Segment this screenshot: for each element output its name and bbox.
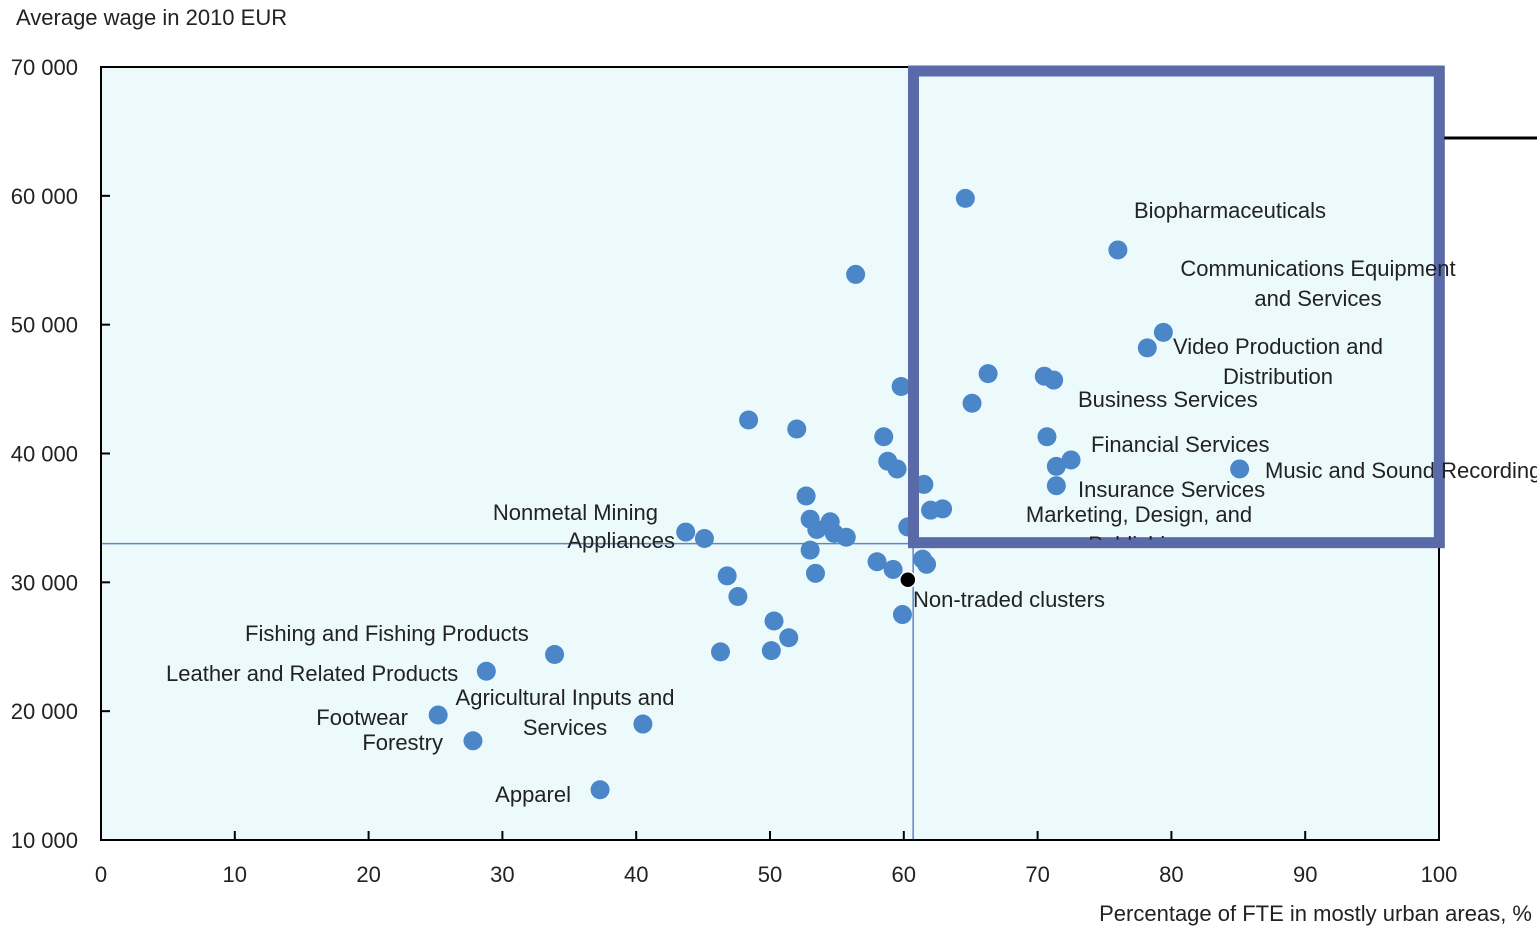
y-tick-label: 30 000 — [11, 570, 78, 595]
data-point — [978, 364, 998, 384]
data-point — [914, 474, 934, 494]
x-tick-label: 40 — [624, 862, 648, 887]
data-point — [633, 714, 653, 734]
data-point — [892, 605, 912, 625]
plot-background — [101, 67, 1439, 840]
highlight-box — [907, 65, 1445, 549]
point-label: Communications Equipment and Services — [1180, 256, 1455, 311]
x-tick-label: 100 — [1421, 862, 1458, 887]
point-label: Footwear — [316, 705, 408, 730]
point-label: Nonmetal Mining — [493, 500, 658, 525]
y-tick-label: 20 000 — [11, 699, 78, 724]
data-point — [717, 566, 737, 586]
point-label: Business Services — [1078, 387, 1258, 412]
x-tick-label: 80 — [1159, 862, 1183, 887]
data-point — [710, 642, 730, 662]
data-point — [1137, 338, 1157, 358]
x-tick-label: 50 — [758, 862, 782, 887]
y-tick-label: 60 000 — [11, 184, 78, 209]
data-point — [836, 527, 856, 547]
data-point — [874, 427, 894, 447]
data-points — [428, 188, 1250, 800]
data-point — [887, 459, 907, 479]
point-label: Music and Sound Recording — [1265, 458, 1537, 483]
highlight-box-group — [907, 65, 1537, 549]
point-label: Insurance Services — [1078, 477, 1265, 502]
y-axis-label: Average wage in 2010 EUR — [16, 5, 287, 30]
data-point — [1037, 427, 1057, 447]
data-point — [787, 419, 807, 439]
point-label: Appliances — [567, 528, 675, 553]
data-point — [800, 540, 820, 560]
x-tick-label: 30 — [490, 862, 514, 887]
data-point-non-traded — [899, 571, 917, 589]
point-label: Apparel — [495, 782, 571, 807]
x-tick-label: 70 — [1025, 862, 1049, 887]
point-label: Non-traded clusters — [913, 587, 1105, 612]
data-point — [764, 611, 784, 631]
data-point — [761, 641, 781, 661]
data-point — [728, 587, 748, 607]
data-point — [1046, 476, 1066, 496]
point-label: Biopharmaceuticals — [1134, 198, 1326, 223]
point-label: Financial Services — [1091, 432, 1270, 457]
data-point — [955, 188, 975, 208]
point-label: Agricultural Inputs and Services — [456, 685, 675, 740]
data-point — [676, 522, 696, 542]
data-point — [1061, 450, 1081, 470]
data-point — [883, 559, 903, 579]
point-label: Video Production and Distribution — [1173, 334, 1383, 389]
data-point — [1108, 240, 1128, 260]
x-tick-label: 60 — [892, 862, 916, 887]
data-point — [1046, 456, 1066, 476]
data-point — [917, 554, 937, 574]
x-axis-label: Percentage of FTE in mostly urban areas,… — [1099, 901, 1532, 926]
data-point — [807, 520, 827, 540]
y-tick-label: 10 000 — [11, 828, 78, 853]
data-point — [1153, 322, 1173, 342]
point-label: Marketing, Design, andPublishing — [1026, 502, 1252, 557]
y-tick-label: 50 000 — [11, 313, 78, 338]
data-point — [1044, 370, 1064, 390]
x-tick-label: 10 — [223, 862, 247, 887]
data-point — [428, 705, 448, 725]
data-point — [805, 563, 825, 583]
data-point — [779, 628, 799, 648]
data-point — [463, 731, 483, 751]
data-point — [933, 499, 953, 519]
x-tick-label: 0 — [95, 862, 107, 887]
data-point — [739, 410, 759, 430]
data-point — [476, 661, 496, 681]
point-label: Forestry — [362, 730, 443, 755]
y-tick-label: 70 000 — [11, 55, 78, 80]
point-label: Fishing and Fishing Products — [245, 621, 529, 646]
x-tick-label: 20 — [356, 862, 380, 887]
data-point — [891, 377, 911, 397]
x-tick-label: 90 — [1293, 862, 1317, 887]
point-labels: Biopharmaceuticals Communications Equipme… — [166, 198, 1537, 807]
data-point — [846, 264, 866, 284]
data-point — [867, 552, 887, 572]
data-point — [590, 780, 610, 800]
data-point — [962, 393, 982, 413]
point-label: Leather and Related Products — [166, 661, 458, 686]
y-tick-label: 40 000 — [11, 442, 78, 467]
data-point — [545, 644, 565, 664]
data-point — [694, 529, 714, 549]
data-point — [796, 486, 816, 506]
data-point — [1230, 459, 1250, 479]
axis-ticks: 0 10 20 30 40 50 60 70 80 90 100 10 000 20 000 30 000… — [11, 55, 1458, 887]
